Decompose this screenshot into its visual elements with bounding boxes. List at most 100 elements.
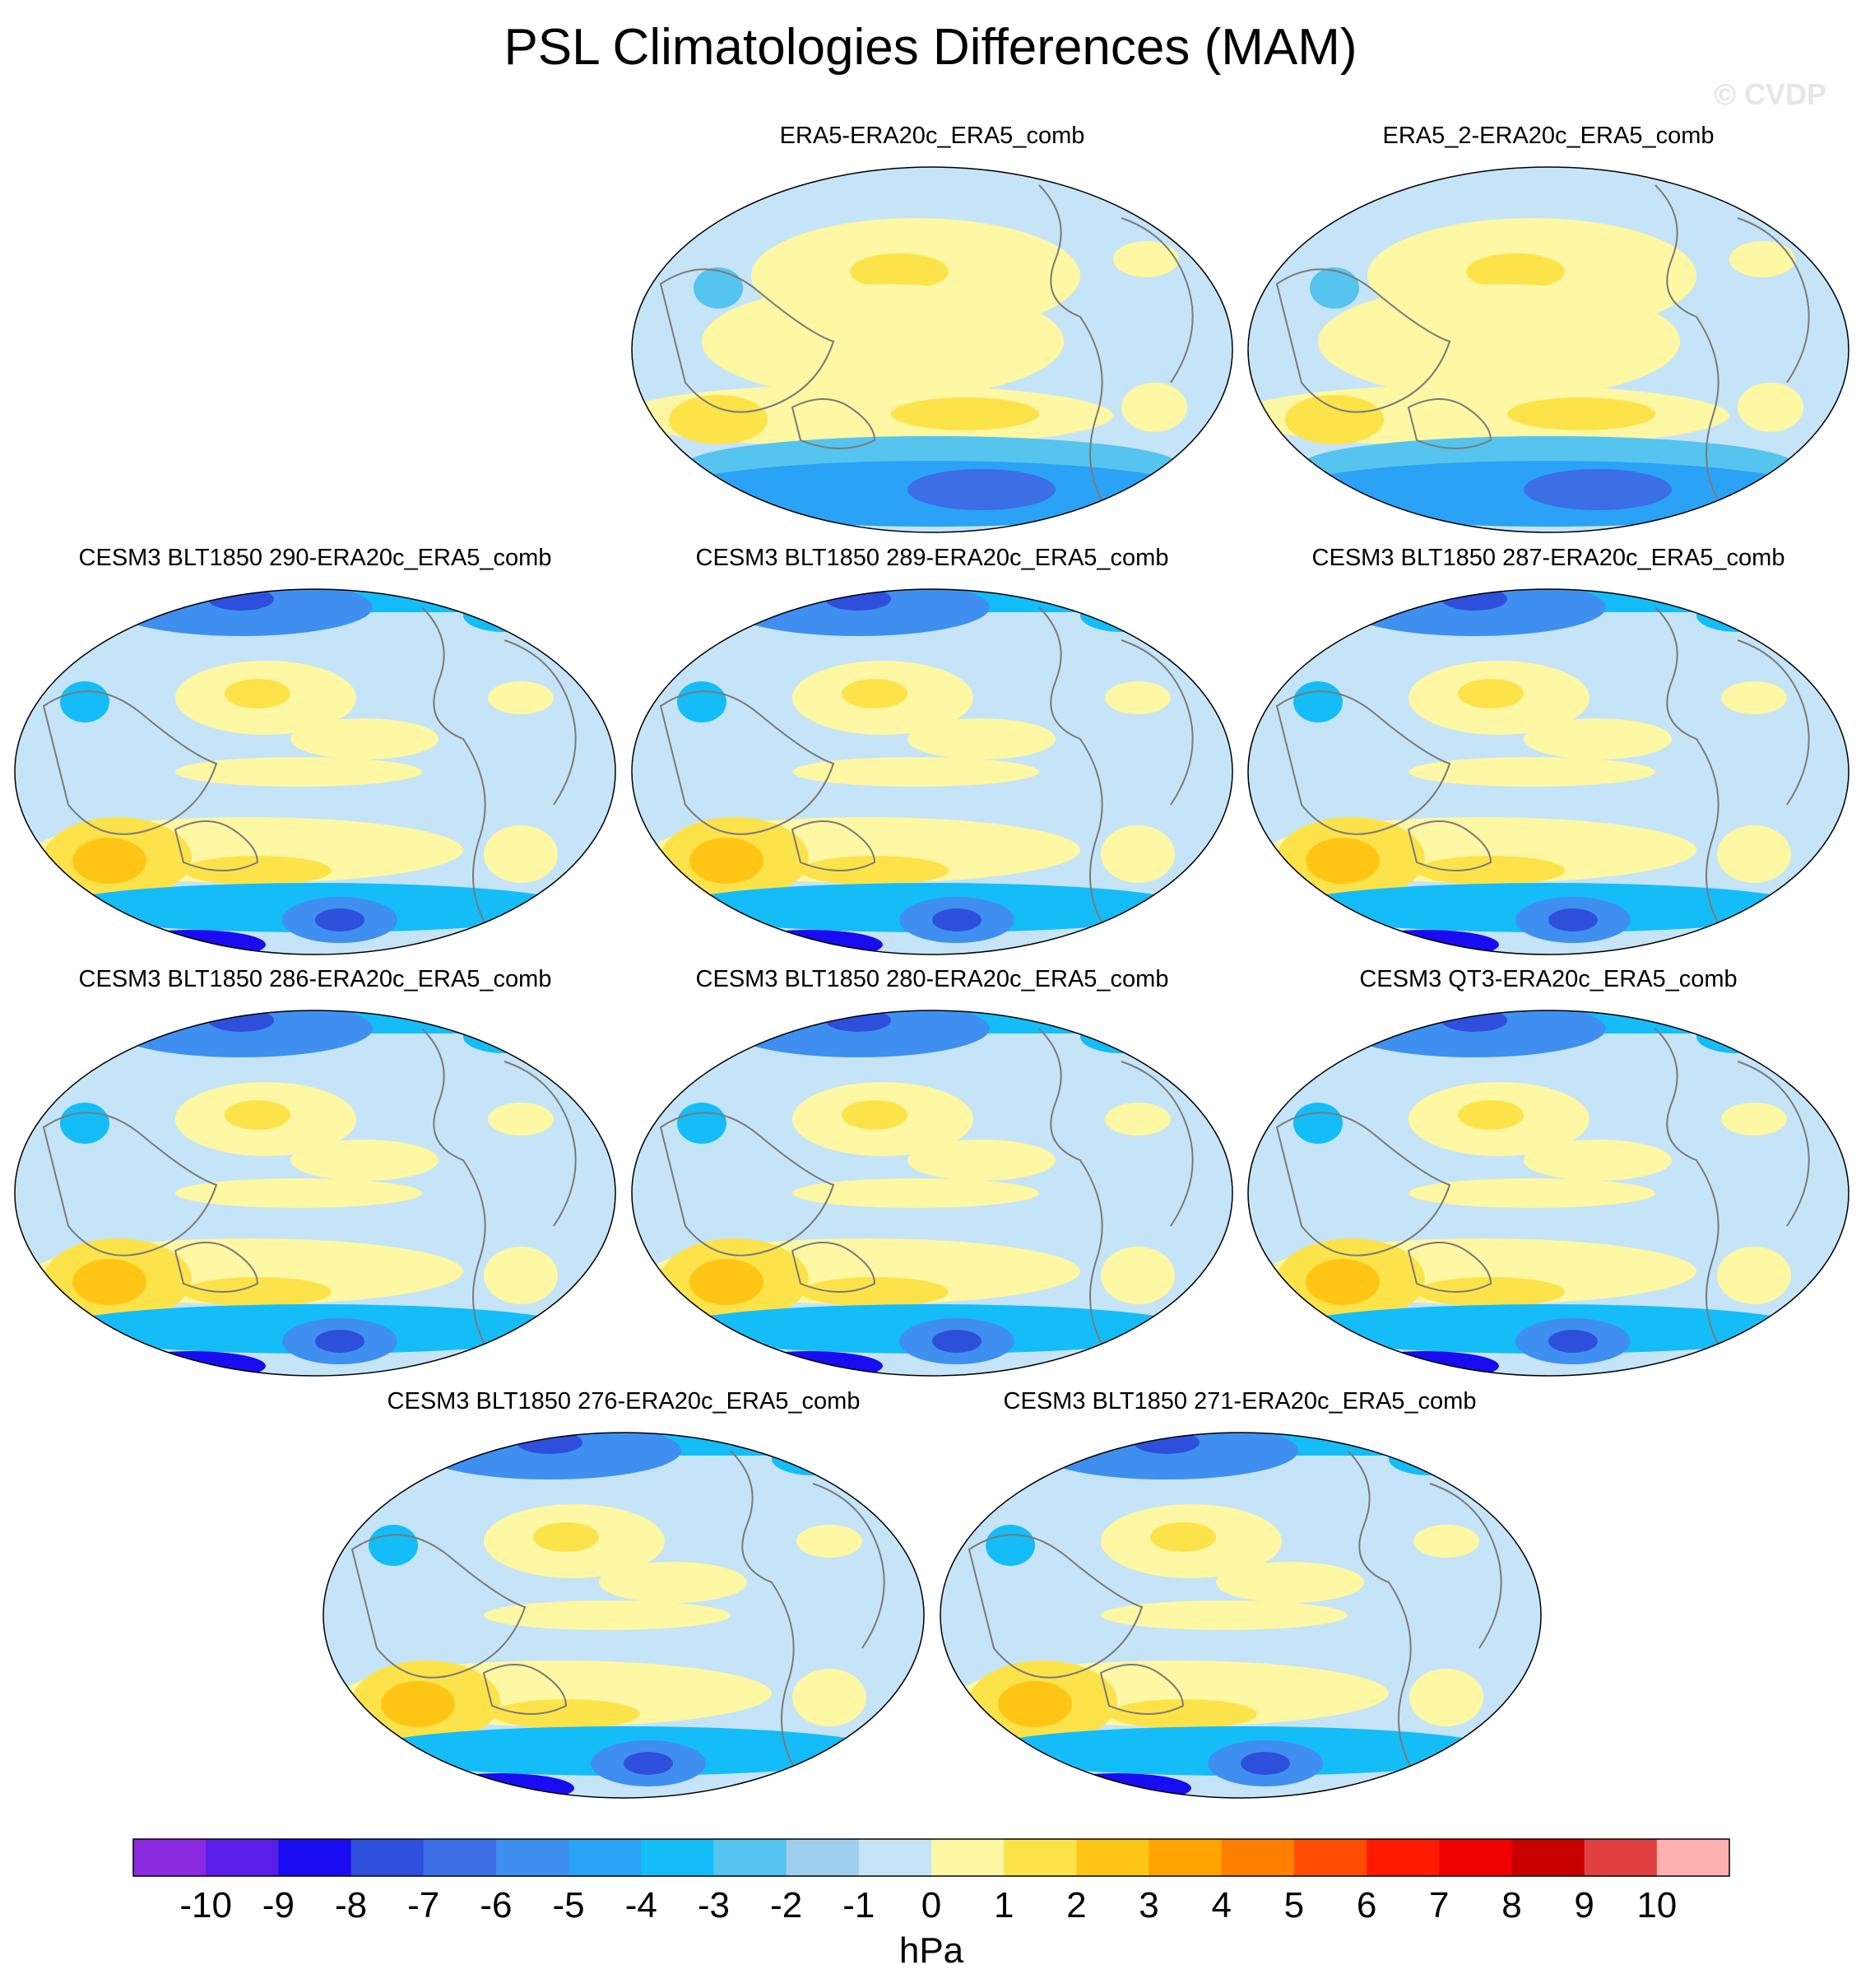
colorbar-swatch	[423, 1839, 497, 1876]
coastline	[350, 1450, 885, 1772]
anomaly-region	[1121, 383, 1187, 432]
coastline	[42, 606, 577, 929]
colorbar-tick-label: -3	[698, 1885, 730, 1925]
anomaly-region	[1524, 1140, 1672, 1181]
colorbar-swatch	[1076, 1839, 1150, 1876]
map-panel	[632, 167, 1232, 532]
anomaly-region	[1241, 1752, 1290, 1775]
anomaly-region	[842, 679, 907, 708]
colorbar-swatch	[1656, 1839, 1730, 1876]
map-panel	[632, 589, 1232, 955]
anomaly-region	[1101, 1247, 1175, 1304]
colorbar-tick-label: -10	[179, 1885, 232, 1925]
anomaly-region	[1105, 681, 1171, 714]
panel-title: CESM3 BLT1850 287-ERA20c_ERA5_comb	[1311, 545, 1785, 571]
figure-title: PSL Climatologies Differences (MAM)	[504, 19, 1357, 76]
anomaly-region	[792, 1178, 1039, 1208]
anomaly-region	[1524, 469, 1672, 510]
anomaly-region	[842, 1100, 907, 1130]
anomaly-region	[484, 1247, 558, 1304]
colorbar-swatch	[641, 1839, 714, 1876]
colorbar-tick-label: 6	[1357, 1885, 1376, 1925]
anomaly-region	[624, 1752, 673, 1775]
coastline	[659, 184, 1194, 507]
colorbar-swatch	[206, 1839, 279, 1876]
colorbar-tick-label: 2	[1066, 1885, 1086, 1925]
anomaly-region	[492, 1699, 640, 1729]
anomaly-region	[175, 757, 422, 787]
anomaly-region	[1101, 825, 1175, 883]
anomaly-region	[850, 253, 949, 290]
anomaly-region	[891, 397, 1039, 430]
anomaly-region	[1310, 267, 1359, 309]
anomaly-region	[72, 838, 146, 884]
colorbar-swatch	[1439, 1839, 1512, 1876]
coastline	[1275, 606, 1810, 929]
anomaly-region	[183, 1277, 332, 1307]
anomaly-region	[72, 1259, 146, 1305]
anomaly-region	[599, 1562, 747, 1603]
anomaly-region	[1101, 1600, 1348, 1630]
anomaly-region	[907, 1140, 1056, 1181]
anomaly-region	[1113, 241, 1179, 277]
anomaly-region	[932, 908, 982, 931]
anomaly-region	[1721, 1103, 1787, 1136]
panel-title: CESM3 BLT1850 289-ERA20c_ERA5_comb	[695, 545, 1169, 571]
colorbar-tick-label: -1	[842, 1885, 875, 1925]
anomaly-region	[225, 1100, 290, 1130]
colorbar-swatch	[1149, 1839, 1223, 1876]
anomaly-region	[1105, 1103, 1171, 1136]
anomaly-region	[694, 267, 743, 309]
anomaly-region	[1409, 1178, 1655, 1208]
colorbar-tick-label: -2	[770, 1885, 802, 1925]
anomaly-region	[1417, 1277, 1565, 1307]
anomaly-region	[1717, 825, 1791, 883]
panel-title: CESM3 BLT1850 271-ERA20c_ERA5_comb	[1003, 1388, 1477, 1414]
colorbar-swatch	[1221, 1839, 1295, 1876]
anomaly-region	[1717, 1247, 1791, 1304]
colorbar-tick-label: -5	[553, 1885, 585, 1925]
anomaly-region	[1524, 718, 1672, 759]
anomaly-region	[1548, 908, 1598, 931]
anomaly-region	[484, 1600, 731, 1630]
anomaly-region	[1458, 1100, 1524, 1130]
anomaly-region	[488, 1103, 554, 1136]
colorbar-tick-label: -4	[625, 1885, 657, 1925]
colorbar-swatch	[1584, 1839, 1658, 1876]
anomaly-region	[1458, 679, 1524, 708]
colorbar-tick-label: 9	[1574, 1885, 1594, 1925]
anomaly-region	[1548, 1330, 1598, 1353]
anomaly-region	[1285, 395, 1384, 444]
panel-title: ERA5_2-ERA20c_ERA5_comb	[1382, 123, 1715, 149]
colorbar-tick-label: 7	[1429, 1885, 1449, 1925]
coastline	[42, 1028, 577, 1350]
colorbar-tick-label: 10	[1636, 1885, 1677, 1925]
map-panel	[1248, 167, 1849, 532]
colorbar-swatch	[858, 1839, 932, 1876]
anomaly-region	[1318, 284, 1680, 399]
anomaly-region	[792, 757, 1039, 787]
anomaly-region	[998, 1681, 1072, 1727]
anomaly-region	[183, 856, 332, 885]
colorbar-tick-label: -7	[407, 1885, 439, 1925]
anomaly-region	[315, 908, 364, 931]
colorbar-tick-label: 8	[1501, 1885, 1521, 1925]
anomaly-region	[792, 1669, 866, 1726]
anomaly-region	[1409, 1669, 1483, 1726]
coastline	[1275, 184, 1810, 507]
map-panel	[15, 1010, 615, 1376]
anomaly-region	[1109, 1699, 1257, 1729]
colorbar-swatch	[786, 1839, 860, 1876]
anomaly-region	[702, 284, 1064, 399]
colorbar-swatch	[1004, 1839, 1077, 1876]
coastline	[659, 606, 1194, 929]
anomaly-region	[669, 395, 768, 444]
colorbar-swatch	[1367, 1839, 1440, 1876]
colorbar-swatch	[1293, 1839, 1367, 1876]
map-panel	[940, 1433, 1541, 1798]
colorbar-tick-label: 3	[1139, 1885, 1158, 1925]
anomaly-region	[315, 1330, 364, 1353]
colorbar-tick-label: -6	[480, 1885, 512, 1925]
